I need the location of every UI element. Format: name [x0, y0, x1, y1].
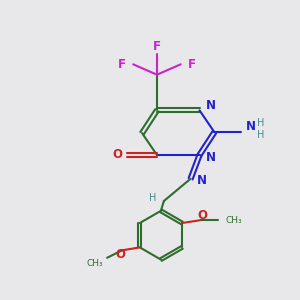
Text: F: F	[153, 40, 161, 53]
Text: H: H	[149, 193, 156, 203]
Text: CH₃: CH₃	[225, 215, 242, 224]
Text: O: O	[113, 148, 123, 161]
Text: N: N	[246, 120, 256, 133]
Text: H: H	[257, 118, 265, 128]
Text: O: O	[116, 248, 125, 261]
Text: N: N	[206, 151, 215, 164]
Text: CH₃: CH₃	[86, 259, 103, 268]
Text: N: N	[196, 174, 207, 187]
Text: O: O	[198, 209, 208, 222]
Text: F: F	[188, 58, 196, 71]
Text: N: N	[206, 99, 215, 112]
Text: F: F	[118, 58, 126, 71]
Text: H: H	[257, 130, 265, 140]
